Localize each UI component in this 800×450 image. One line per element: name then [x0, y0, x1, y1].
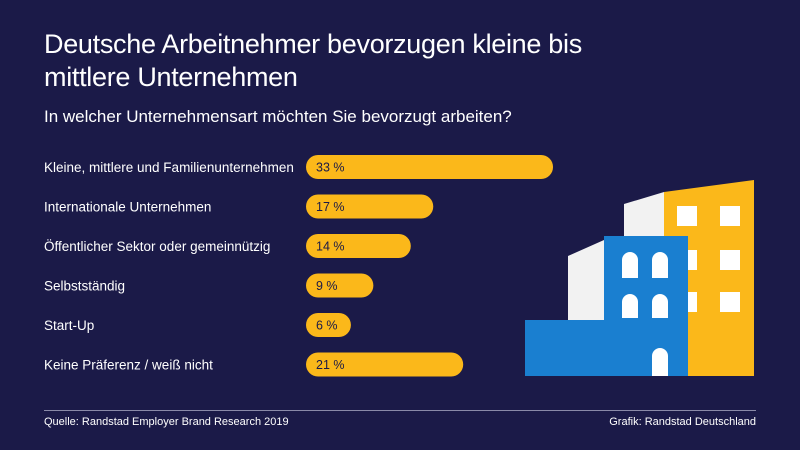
- value-label: 9 %: [316, 279, 338, 293]
- category-label: Start-Up: [44, 318, 94, 333]
- bar: [306, 313, 351, 337]
- yellow-window: [720, 250, 740, 270]
- category-label: Selbstständig: [44, 279, 125, 294]
- category-label: Öffentlicher Sektor oder gemeinnützig: [44, 239, 270, 254]
- source-note: Quelle: Randstad Employer Brand Research…: [44, 416, 289, 428]
- value-label: 21 %: [316, 358, 345, 372]
- category-label: Kleine, mittlere und Familienunternehmen: [44, 160, 294, 175]
- yellow-window: [720, 292, 740, 312]
- category-label: Internationale Unternehmen: [44, 200, 211, 215]
- category-label: Keine Präferenz / weiß nicht: [44, 358, 213, 373]
- bar: [306, 352, 464, 377]
- credit-note: Grafik: Randstad Deutschland: [609, 416, 756, 428]
- value-label: 33 %: [316, 161, 345, 175]
- value-label: 6 %: [316, 319, 338, 333]
- bar: [306, 234, 411, 258]
- yellow-window: [677, 206, 697, 226]
- yellow-window: [720, 206, 740, 226]
- bar: [306, 155, 554, 179]
- office-buildings-illustration: [525, 180, 754, 376]
- bar: [306, 273, 374, 298]
- blue-arched-window: [622, 294, 638, 318]
- blue-arched-window: [622, 252, 638, 278]
- chart-subtitle: In welcher Unternehmensart möchten Sie b…: [44, 107, 512, 126]
- value-label: 17 %: [316, 200, 345, 214]
- blue-arched-door: [652, 348, 668, 376]
- bar-chart: Kleine, mittlere und Familienunternehmen…: [44, 155, 554, 377]
- blue-building-wing: [525, 320, 605, 376]
- footer-divider: [44, 410, 756, 411]
- chart-title: Deutsche Arbeitnehmer bevorzugen kleine …: [44, 29, 582, 92]
- bar: [306, 194, 434, 219]
- blue-arched-window: [652, 252, 668, 278]
- blue-building: [604, 236, 688, 376]
- value-label: 14 %: [316, 240, 345, 254]
- blue-arched-window: [652, 294, 668, 318]
